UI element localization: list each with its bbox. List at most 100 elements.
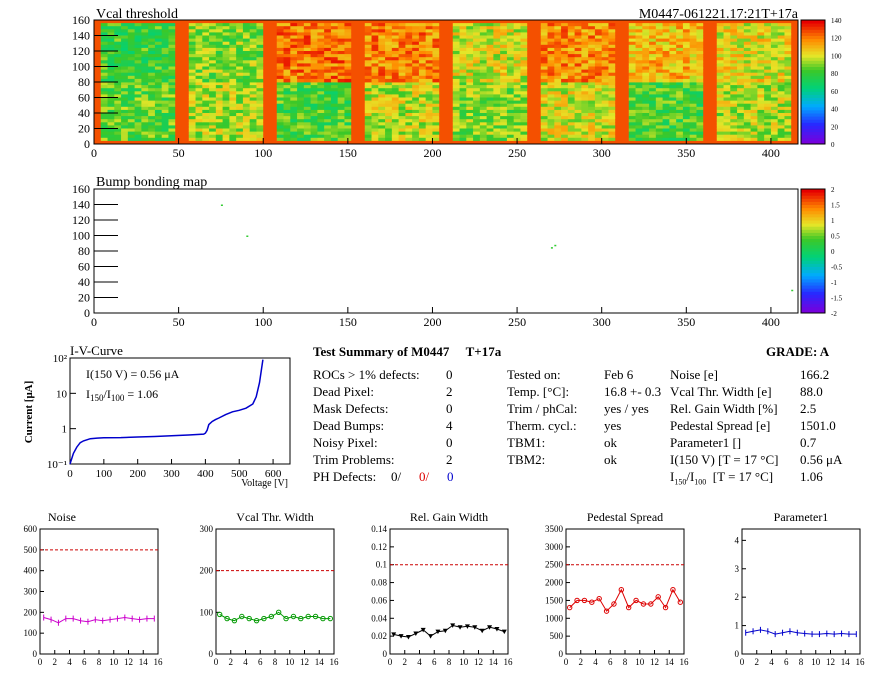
vcal-cell: [236, 131, 244, 136]
vcal-cell: [412, 125, 420, 129]
vcal-cell: [581, 32, 589, 36]
vcal-cell: [581, 103, 589, 108]
vcal-cell: [303, 106, 312, 111]
vcal-palette-band: [801, 38, 825, 43]
vcal-cell: [405, 44, 413, 49]
vcal-cell: [676, 103, 684, 108]
vcal-cell: [391, 26, 400, 30]
vcal-cell: [121, 88, 129, 92]
vcal-cell: [743, 51, 752, 55]
mini-xtick-label: 8: [799, 657, 804, 667]
vcal-cell: [757, 100, 765, 105]
vcal-cell: [459, 72, 467, 77]
vcal-cell: [337, 82, 345, 86]
vcal-cell: [229, 32, 237, 36]
vcal-cell: [743, 63, 752, 67]
vcal-cell: [148, 113, 156, 117]
vcal-cell: [168, 51, 176, 55]
vcal-cell: [642, 35, 650, 39]
vcal-cell: [148, 51, 156, 55]
vcal-cell: [188, 91, 196, 95]
vcal-cell: [757, 69, 765, 74]
vcal-cell: [229, 38, 237, 43]
vcal-cell: [148, 20, 156, 24]
vcal-cell: [662, 88, 670, 92]
vcal-cell: [432, 94, 440, 98]
vcal-cell: [256, 88, 264, 92]
vcal-cell: [398, 88, 406, 92]
vcal-palette-label: 20: [831, 123, 839, 131]
vcal-cell: [358, 54, 366, 58]
iv-xtick-label: 0: [67, 468, 73, 480]
vcal-cell: [534, 29, 542, 33]
vcal-cell: [446, 29, 454, 33]
vcal-cell: [236, 100, 244, 105]
bump-ytick-label: 160: [72, 182, 90, 196]
vcal-cell: [540, 119, 548, 123]
vcal-cell: [777, 23, 785, 27]
vcal-cell: [391, 38, 400, 43]
vcal-cell: [588, 125, 596, 129]
vcal-cell: [466, 41, 474, 46]
vcal-cell: [696, 100, 704, 105]
vcal-cell: [689, 23, 697, 27]
vcal-cell: [100, 44, 108, 49]
vcal-cell: [161, 23, 169, 27]
vcal-cell: [439, 82, 447, 86]
vcal-cell: [242, 54, 251, 58]
vcal-cell: [601, 100, 609, 105]
vcal-cell: [574, 82, 582, 86]
vcal-cell: [574, 63, 582, 67]
vcal-cell: [141, 35, 149, 39]
vcal-cell: [649, 119, 657, 123]
vcal-cell: [127, 60, 136, 64]
vcal-cell: [358, 23, 366, 27]
vcal-cell: [764, 113, 772, 117]
vcal-cell: [202, 51, 210, 55]
vcal-cell: [283, 78, 291, 83]
bump-xtick-label: 100: [254, 315, 272, 329]
vcal-cell: [655, 47, 664, 52]
vcal-cell: [723, 54, 731, 58]
vcal-cell: [236, 125, 244, 129]
vcal-cell: [561, 134, 569, 139]
vcal-cell: [588, 78, 596, 83]
vcal-cell: [418, 35, 427, 39]
vcal-cell: [757, 137, 765, 142]
vcal-cell: [737, 125, 745, 129]
vcal-cell: [615, 97, 623, 101]
vcal-cell: [107, 75, 115, 80]
vcal-cell: [202, 116, 210, 120]
vcal-cell: [520, 38, 528, 43]
vcal-cell: [182, 119, 190, 123]
vcal-cell: [134, 60, 142, 64]
vcal-cell: [249, 29, 257, 33]
vcal-cell: [689, 140, 697, 145]
vcal-cell: [682, 78, 691, 83]
vcal-cell: [256, 26, 264, 30]
vcal-cell: [432, 29, 440, 33]
vcal-cell: [757, 134, 765, 139]
vcal-cell: [236, 116, 244, 120]
vcal-cell: [588, 32, 596, 36]
vcal-cell: [242, 119, 251, 123]
vcal-cell: [127, 57, 136, 61]
vcal-cell: [324, 44, 332, 49]
vcal-cell: [290, 47, 298, 52]
mini-xtick-label: 16: [154, 657, 164, 667]
vcal-cell: [770, 66, 779, 70]
vcal-cell: [615, 116, 623, 120]
vcal-cell: [148, 100, 156, 105]
vcal-cell: [662, 103, 670, 108]
vcal-cell: [540, 116, 548, 120]
vcal-cell: [270, 85, 278, 89]
vcal-cell: [317, 119, 325, 123]
vcal-cell: [703, 38, 711, 43]
vcal-cell: [750, 35, 758, 39]
vcal-cell: [723, 97, 731, 101]
vcal-cell: [493, 26, 501, 30]
vcal-cell: [459, 128, 467, 132]
vcal-cell: [432, 38, 440, 43]
vcal-cell: [141, 38, 149, 43]
vcal-cell: [256, 72, 264, 77]
